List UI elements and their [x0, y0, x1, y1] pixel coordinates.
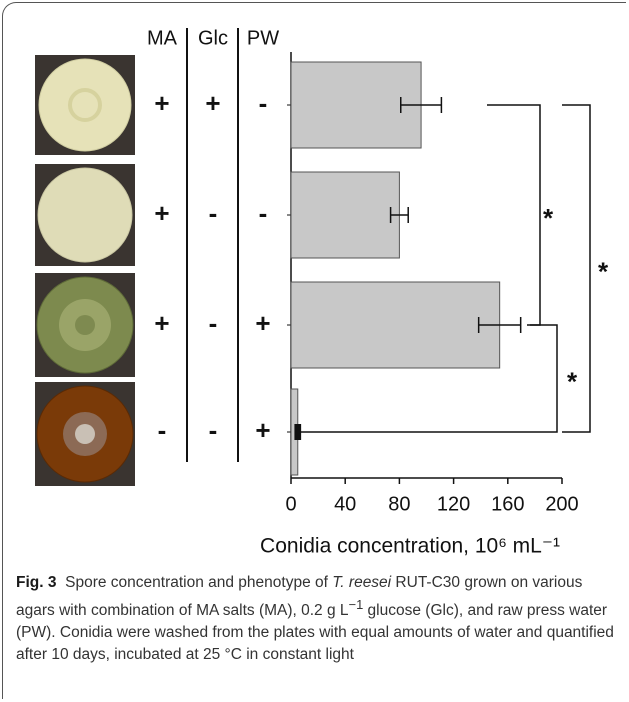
chart: MA Glc PW + + - + - - + - + - - +0 40 80 120 160 200 Conidia…: [0, 0, 629, 570]
x-tick-label: 80: [388, 493, 410, 515]
caption-label: Fig. 3: [16, 574, 56, 591]
column-header: MA: [147, 27, 178, 49]
x-tick-label: 40: [334, 493, 356, 515]
table-cell: +: [154, 88, 169, 118]
x-tick-label: 0: [285, 493, 296, 515]
column-header: Glc: [198, 27, 228, 49]
bar: [291, 172, 399, 258]
plate: [39, 59, 131, 151]
table-cell: -: [209, 308, 218, 338]
colony-center: [75, 424, 95, 444]
caption-italic: T. reesei: [332, 574, 391, 591]
caption-text: Spore concentration and phenotype of: [65, 574, 332, 591]
significance-label: *: [543, 203, 554, 233]
table-cell: -: [158, 415, 167, 445]
table-cell: +: [154, 308, 169, 338]
caption: Fig. 3 Spore concentration and phenotype…: [16, 572, 616, 666]
table-cell: +: [154, 198, 169, 228]
table-cell: -: [259, 198, 268, 228]
plate-center: [75, 315, 95, 335]
significance-label: *: [567, 366, 578, 396]
table-cell: +: [205, 88, 220, 118]
table-cell: -: [259, 88, 268, 118]
error-bar: [296, 424, 299, 440]
x-tick-label: 200: [545, 493, 578, 515]
x-tick-label: 120: [437, 493, 470, 515]
table-cell: -: [209, 198, 218, 228]
caption-sup: −1: [349, 597, 364, 612]
column-header: PW: [247, 27, 279, 49]
table-cell: +: [255, 308, 270, 338]
table-cell: -: [209, 415, 218, 445]
plate: [38, 168, 132, 262]
plates: [35, 55, 135, 486]
x-axis-title: Conidia concentration, 10⁶ mL⁻¹: [260, 535, 560, 558]
x-tick-label: 160: [491, 493, 524, 515]
bar: [291, 282, 500, 368]
table-cell: +: [255, 415, 270, 445]
page: MA Glc PW + + - + - - + - + - - +0 40 80 120 160 200 Conidia…: [0, 0, 629, 702]
significance-label: *: [598, 256, 609, 286]
